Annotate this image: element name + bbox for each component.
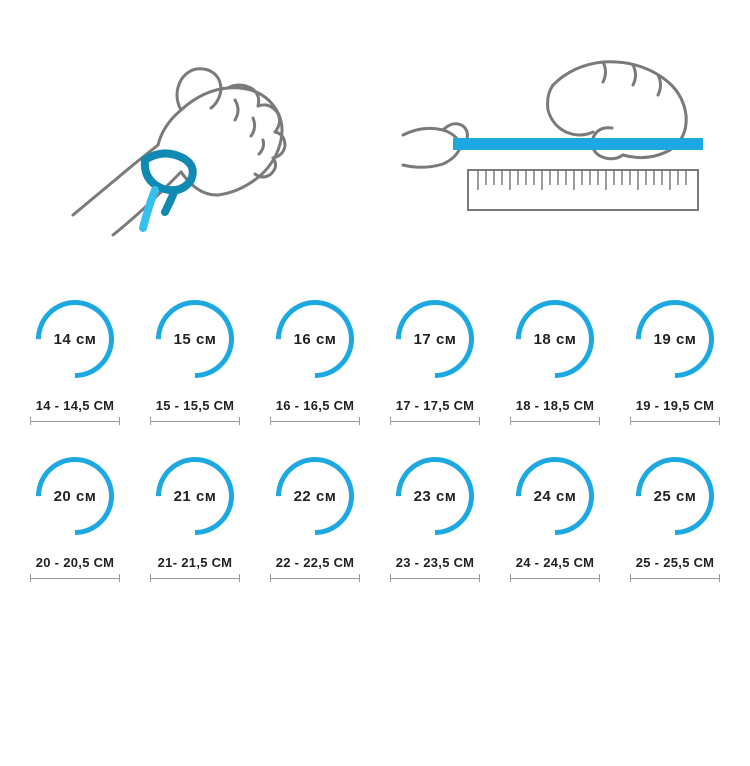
- illustration-wrist-wrap: [20, 40, 365, 240]
- ruler-measure-icon: [398, 40, 718, 240]
- size-cell: 20 см 20 - 20,5 СМ: [20, 457, 130, 584]
- size-circle: 24 см: [516, 457, 594, 535]
- size-chart-grid: 14 см14 - 14,5 СМ15 см15 - 15,5 СМ16 см1…: [0, 270, 750, 604]
- size-circle-label: 14 см: [54, 331, 97, 348]
- size-range-label: 21- 21,5 СМ: [158, 555, 233, 570]
- size-cell: 25 см 25 - 25,5 СМ: [620, 457, 730, 584]
- range-ruler-icon: [270, 417, 360, 427]
- range-ruler-icon: [390, 417, 480, 427]
- size-circle: 19 см: [636, 300, 714, 378]
- wrist-wrap-icon: [63, 40, 323, 240]
- size-cell: 22 см 22 - 22,5 СМ: [260, 457, 370, 584]
- range-ruler-icon: [630, 417, 720, 427]
- size-circle: 25 см: [636, 457, 714, 535]
- size-cell: 21 см 21- 21,5 СМ: [140, 457, 250, 584]
- size-range-label: 14 - 14,5 СМ: [36, 398, 115, 413]
- range-ruler-icon: [630, 574, 720, 584]
- size-circle-label: 19 см: [654, 331, 697, 348]
- size-circle: 18 см: [516, 300, 594, 378]
- size-cell: 23 см 23 - 23,5 СМ: [380, 457, 490, 584]
- size-cell: 24 см 24 - 24,5 СМ: [500, 457, 610, 584]
- size-circle: 16 см: [276, 300, 354, 378]
- size-range-label: 25 - 25,5 СМ: [636, 555, 715, 570]
- size-circle-label: 25 см: [654, 488, 697, 505]
- illustration-row: [0, 0, 750, 270]
- range-ruler-icon: [30, 417, 120, 427]
- size-circle: 15 см: [156, 300, 234, 378]
- size-circle-label: 16 см: [294, 331, 337, 348]
- size-cell: 16 см 16 - 16,5 СМ: [260, 300, 370, 427]
- size-cell: 18 см 18 - 18,5 СМ: [500, 300, 610, 427]
- size-range-label: 18 - 18,5 СМ: [516, 398, 595, 413]
- range-ruler-icon: [510, 574, 600, 584]
- range-ruler-icon: [510, 417, 600, 427]
- size-cell: 17 см 17 - 17,5 СМ: [380, 300, 490, 427]
- size-circle-label: 22 см: [294, 488, 337, 505]
- size-range-label: 20 - 20,5 СМ: [36, 555, 115, 570]
- size-circle-label: 21 см: [174, 488, 217, 505]
- size-circle-label: 18 см: [534, 331, 577, 348]
- size-circle-label: 15 см: [174, 331, 217, 348]
- size-range-label: 24 - 24,5 СМ: [516, 555, 595, 570]
- size-circle: 17 см: [396, 300, 474, 378]
- size-range-label: 23 - 23,5 СМ: [396, 555, 475, 570]
- size-range-label: 17 - 17,5 СМ: [396, 398, 475, 413]
- size-range-label: 22 - 22,5 СМ: [276, 555, 355, 570]
- size-circle: 14 см: [36, 300, 114, 378]
- size-circle-label: 17 см: [414, 331, 457, 348]
- size-circle-label: 20 см: [54, 488, 97, 505]
- size-circle: 21 см: [156, 457, 234, 535]
- range-ruler-icon: [30, 574, 120, 584]
- size-cell: 15 см 15 - 15,5 СМ: [140, 300, 250, 427]
- size-cell: 14 см 14 - 14,5 СМ: [20, 300, 130, 427]
- range-ruler-icon: [390, 574, 480, 584]
- size-circle: 22 см: [276, 457, 354, 535]
- size-range-label: 19 - 19,5 СМ: [636, 398, 715, 413]
- size-circle: 23 см: [396, 457, 474, 535]
- size-cell: 19 см 19 - 19,5 СМ: [620, 300, 730, 427]
- size-circle-label: 24 см: [534, 488, 577, 505]
- range-ruler-icon: [150, 574, 240, 584]
- size-range-label: 16 - 16,5 СМ: [276, 398, 355, 413]
- illustration-ruler-measure: [385, 40, 730, 240]
- range-ruler-icon: [270, 574, 360, 584]
- range-ruler-icon: [150, 417, 240, 427]
- size-circle-label: 23 см: [414, 488, 457, 505]
- size-circle: 20 см: [36, 457, 114, 535]
- size-range-label: 15 - 15,5 СМ: [156, 398, 235, 413]
